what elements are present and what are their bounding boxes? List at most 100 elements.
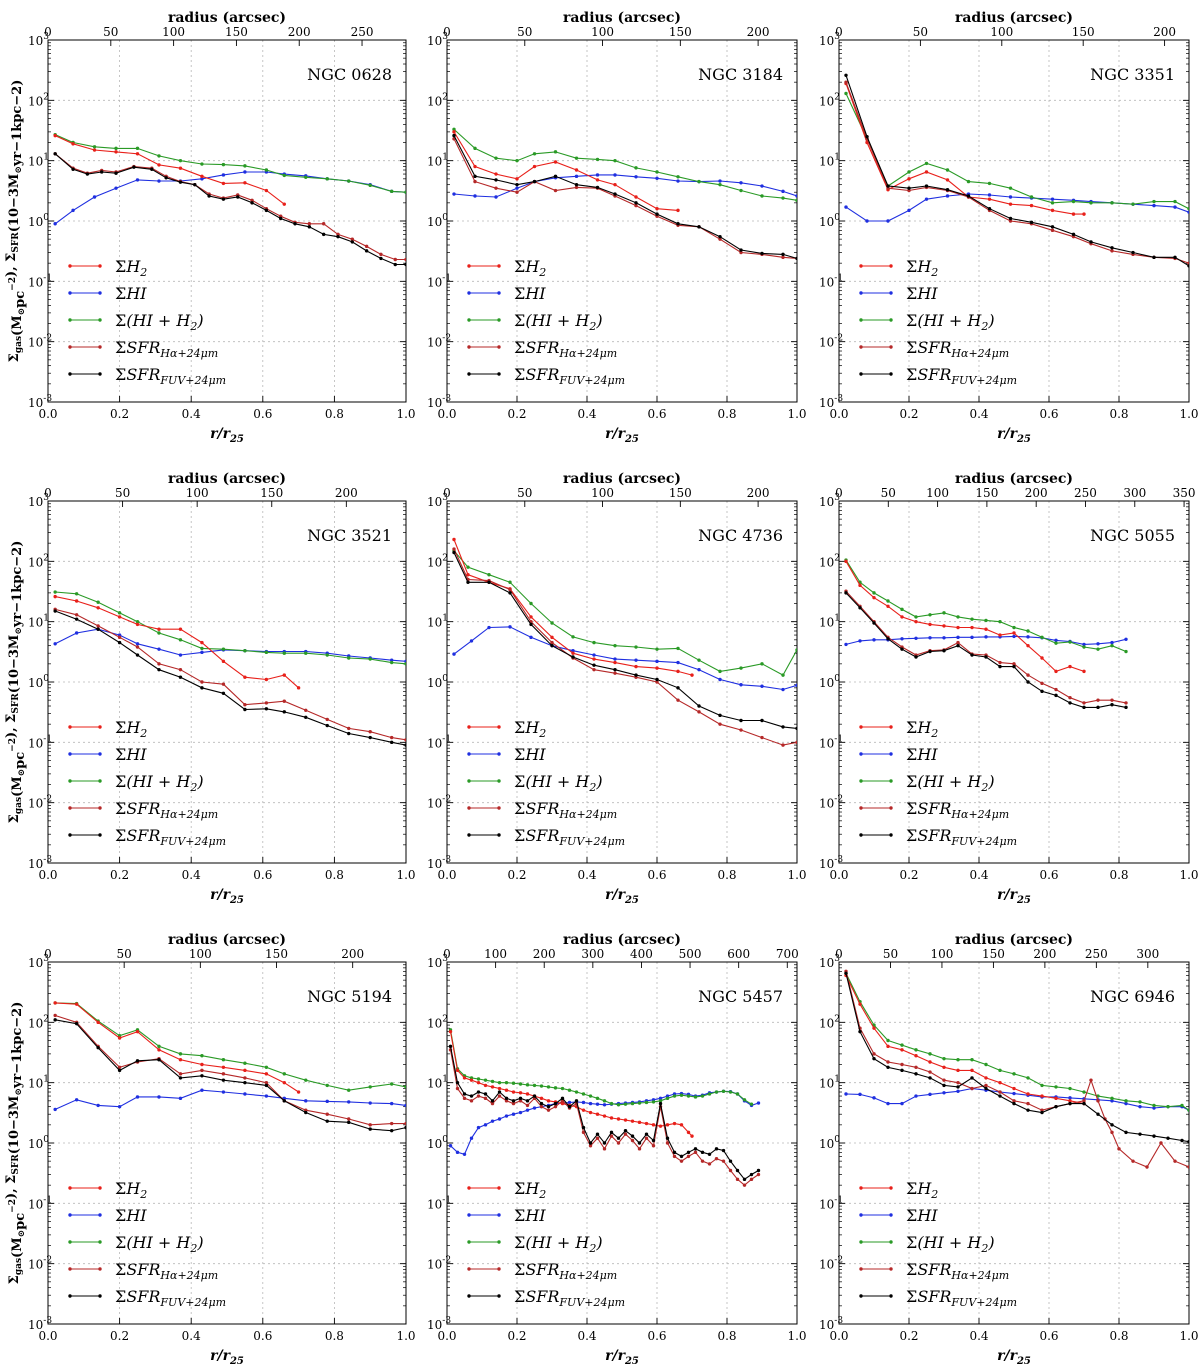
data-point — [900, 1068, 904, 1073]
data-point — [539, 1096, 544, 1101]
data-point — [1026, 635, 1030, 639]
legend-sigma: Σ — [514, 1260, 525, 1279]
y-axis-title-part: (10 — [7, 208, 22, 232]
data-point — [476, 1077, 481, 1081]
data-point — [718, 237, 722, 241]
data-point — [914, 1065, 918, 1069]
series-tot — [448, 1028, 754, 1107]
data-point — [74, 1021, 79, 1026]
data-point — [987, 181, 992, 186]
galaxy-name: NGC 3351 — [1090, 65, 1175, 84]
series-line — [453, 548, 797, 746]
data-point — [735, 1177, 740, 1182]
legend-label: ΣSFRHα+24μm — [115, 799, 218, 821]
y-tick-label: 100 — [28, 674, 49, 690]
data-point — [553, 160, 558, 164]
legend-label: Σ(HI + H2) — [115, 1233, 204, 1255]
data-point — [595, 185, 600, 190]
data-point — [945, 188, 950, 192]
data-point — [550, 643, 554, 648]
top-tick-label: 150 — [975, 486, 998, 500]
legend-sigma: Σ — [115, 257, 126, 276]
data-point — [243, 707, 247, 712]
data-point — [404, 738, 406, 742]
series-line — [55, 1019, 406, 1132]
data-point — [721, 1159, 726, 1163]
legend-marker — [497, 1294, 501, 1298]
y-axis-title-part: SFR — [11, 1154, 21, 1175]
series-hi — [844, 1086, 1189, 1112]
data-point — [304, 651, 308, 655]
x-axis-title: r/r25 — [210, 426, 244, 445]
data-point — [1152, 199, 1156, 204]
data-point — [304, 1099, 308, 1103]
y-axis-title-part: pc — [13, 1213, 28, 1230]
data-point — [1145, 1165, 1149, 1169]
legend-name: SFR — [126, 1260, 160, 1279]
data-point — [508, 591, 512, 595]
data-point — [914, 1072, 918, 1076]
legend-marker — [889, 1186, 893, 1190]
data-point — [487, 625, 491, 630]
data-point — [1124, 701, 1128, 705]
data-point — [655, 659, 659, 664]
series-line — [54, 153, 406, 266]
x-tick-label: 0.8 — [325, 868, 344, 882]
data-point — [135, 1029, 140, 1034]
data-point — [1068, 664, 1072, 669]
data-point — [325, 1083, 329, 1088]
y-axis-title-part: −2 — [10, 547, 25, 567]
data-point — [739, 181, 743, 185]
data-point — [325, 177, 329, 181]
data-point — [350, 240, 354, 244]
legend-marker — [467, 1213, 471, 1217]
y-tick-exp: 3 — [834, 32, 840, 42]
top-tick-label: 150 — [669, 25, 692, 39]
top-tick-label: 100 — [926, 486, 949, 500]
data-point — [529, 615, 533, 619]
legend-marker — [98, 752, 102, 756]
y-tick-exp: 3 — [834, 954, 840, 964]
data-point — [452, 130, 456, 134]
legend-marker — [859, 372, 863, 376]
data-point — [630, 1101, 635, 1106]
data-point — [942, 1091, 946, 1095]
data-point — [469, 1094, 474, 1098]
data-point — [998, 1068, 1002, 1073]
top-axis-title: radius (arcsec) — [563, 471, 681, 487]
data-point — [53, 133, 57, 138]
series-line — [453, 626, 797, 691]
data-point — [739, 248, 743, 252]
data-point — [886, 1065, 890, 1069]
legend-label: Σ(HI + H2) — [906, 311, 995, 333]
legend-marker — [497, 833, 501, 837]
data-point — [886, 1038, 890, 1043]
legend-marker — [859, 1186, 863, 1190]
legend-label: ΣHI — [115, 284, 147, 303]
series-ha — [53, 152, 406, 262]
x-tick-label: 0.2 — [899, 407, 918, 421]
legend-sigma: Σ — [115, 311, 126, 330]
legend-marker — [497, 345, 501, 349]
series-line — [845, 973, 1189, 1111]
legend-marker — [467, 318, 471, 322]
y-axis-title-part: ), Σ — [4, 1175, 19, 1199]
x-tick-label: 0.6 — [1039, 868, 1058, 882]
data-point — [588, 1094, 593, 1098]
data-point — [404, 662, 406, 666]
x-axis-title-sub: 25 — [1016, 434, 1031, 445]
data-point — [347, 656, 351, 660]
data-point — [490, 1101, 495, 1106]
data-point — [613, 671, 617, 675]
top-tick-label: 100 — [162, 25, 185, 39]
galaxy-name: NGC 4736 — [698, 526, 783, 545]
data-point — [595, 1112, 600, 1116]
data-point — [686, 1150, 691, 1155]
data-point — [243, 1061, 247, 1065]
data-point — [592, 657, 596, 661]
data-point — [998, 1090, 1002, 1094]
